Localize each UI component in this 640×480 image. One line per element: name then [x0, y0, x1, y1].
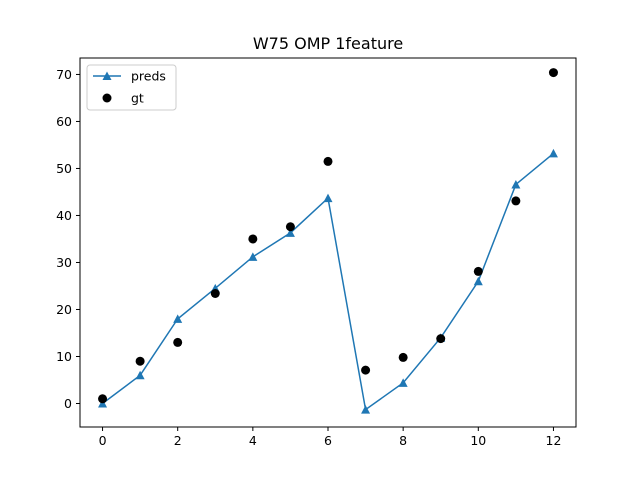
gt-point	[323, 156, 333, 166]
legend: preds gt	[86, 64, 177, 111]
y-tick-label: 20	[56, 302, 72, 317]
series-layer	[98, 68, 558, 414]
chart-title: W75 OMP 1feature	[253, 34, 403, 53]
gt-point	[210, 289, 220, 299]
gt-point	[473, 266, 483, 276]
legend-gt-marker	[102, 93, 112, 103]
x-tick-label: 2	[174, 433, 182, 448]
gt-point	[248, 234, 258, 244]
y-tick-label: 50	[56, 161, 72, 176]
preds-line	[102, 152, 554, 411]
preds-point	[285, 228, 295, 237]
preds-point	[323, 193, 333, 203]
y-tick-label: 70	[56, 67, 72, 82]
gt-point	[285, 222, 295, 232]
gt-point	[173, 337, 183, 347]
y-tick-label: 60	[56, 114, 72, 129]
preds-point	[548, 148, 558, 158]
preds-point	[248, 252, 258, 261]
preds-point	[173, 314, 183, 323]
gt-point	[548, 68, 558, 78]
preds-point	[511, 179, 521, 189]
preds-point	[135, 370, 145, 380]
x-tick-label: 4	[249, 433, 257, 448]
legend-label-preds: preds	[131, 69, 166, 84]
legend-label-gt: gt	[131, 91, 144, 106]
x-tick-label: 0	[99, 433, 107, 448]
x-tick-label: 10	[470, 433, 486, 448]
preds-point	[361, 405, 371, 414]
gt-point	[436, 334, 446, 344]
plot-frame	[79, 57, 577, 428]
gt-point	[511, 196, 521, 206]
gt-point	[135, 356, 145, 366]
x-tick-label: 12	[546, 433, 562, 448]
ticks: 0 2 4 6 8 10 12 0 10 20 30 40 50 60 70	[56, 67, 561, 448]
gt-point	[361, 365, 371, 375]
y-tick-label: 40	[56, 208, 72, 223]
gt-point	[98, 394, 108, 404]
x-tick-label: 6	[324, 433, 332, 448]
preds-point	[473, 276, 483, 286]
legend-preds-marker	[102, 71, 112, 80]
gt-point	[398, 352, 408, 362]
preds-point	[398, 378, 408, 387]
y-tick-label: 10	[56, 349, 72, 364]
x-tick-label: 8	[399, 433, 407, 448]
y-tick-label: 30	[56, 255, 72, 270]
y-tick-label: 0	[64, 396, 72, 411]
